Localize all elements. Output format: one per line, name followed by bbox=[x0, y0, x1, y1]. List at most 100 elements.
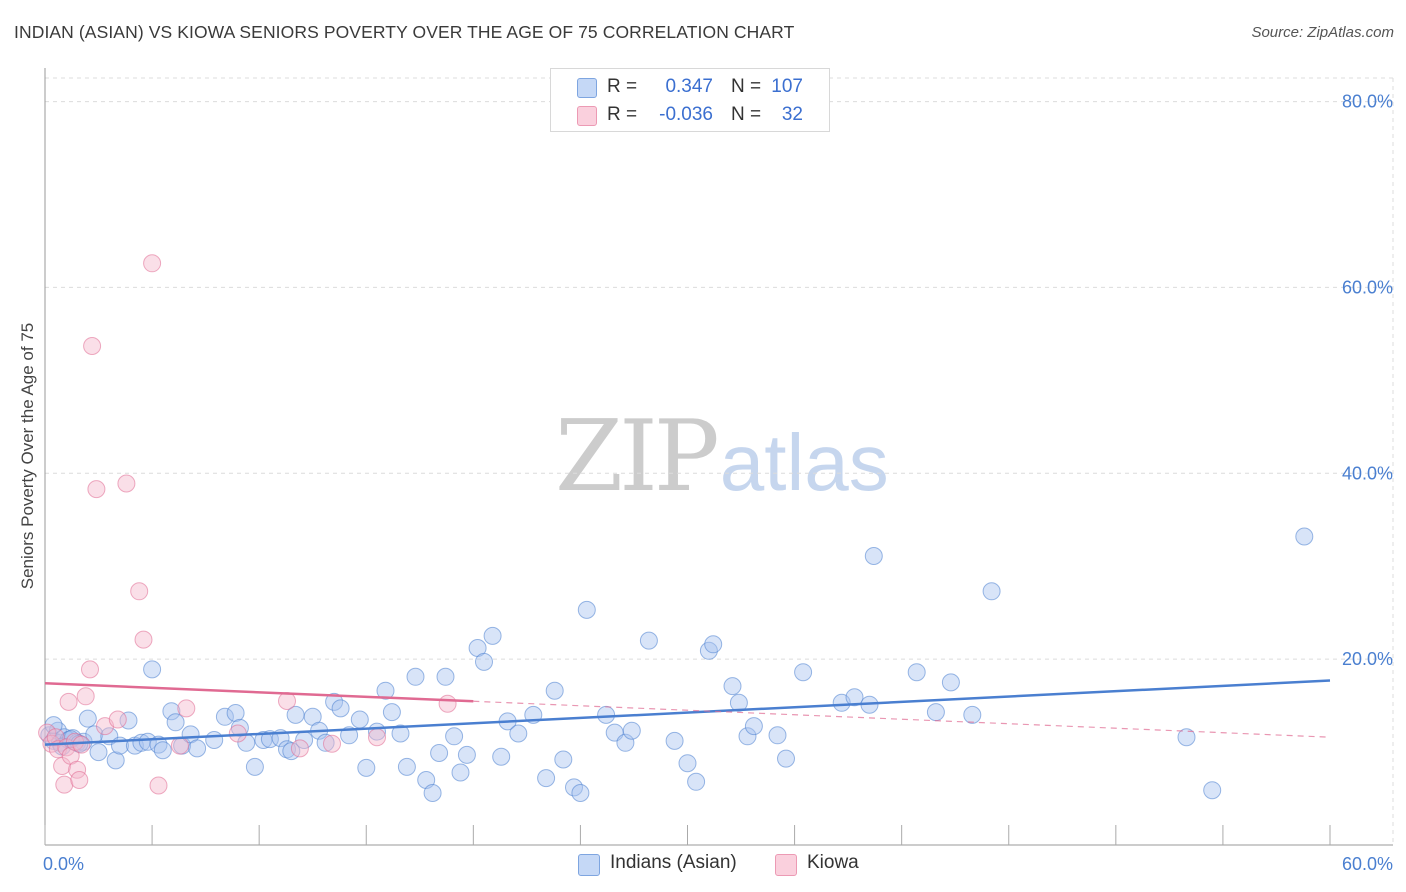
series-legend: Indians (Asian) Kiowa bbox=[0, 852, 1406, 878]
point-indians bbox=[845, 688, 864, 707]
point-indians bbox=[417, 771, 436, 789]
point-indians bbox=[907, 663, 926, 682]
point-kiowa bbox=[83, 337, 102, 355]
point-indians bbox=[205, 731, 224, 749]
point-indians bbox=[166, 713, 185, 732]
y-tick-label: 20.0% bbox=[1342, 649, 1393, 669]
point-indians bbox=[678, 754, 697, 773]
point-kiowa bbox=[108, 710, 127, 729]
trend-line-indians bbox=[44, 679, 1331, 746]
point-indians bbox=[768, 726, 787, 745]
y-tick-label: 80.0% bbox=[1342, 92, 1393, 112]
point-indians bbox=[777, 749, 795, 768]
tick-labels: 20.0% 40.0% 60.0% 80.0% 0.0% 60.0% bbox=[43, 92, 1393, 874]
trend-line-kiowa bbox=[44, 682, 474, 703]
watermark-zip: ZIP bbox=[555, 400, 720, 514]
point-indians bbox=[1177, 728, 1196, 747]
point-indians bbox=[545, 681, 564, 700]
point-indians bbox=[382, 703, 401, 722]
legend-r-value: 0.347 bbox=[665, 76, 713, 97]
point-kiowa bbox=[55, 775, 74, 794]
point-indians bbox=[316, 733, 335, 752]
point-indians bbox=[215, 707, 234, 726]
point-indians bbox=[597, 705, 616, 724]
point-indians bbox=[622, 721, 641, 740]
legend-label-indians: Indians (Asian) bbox=[610, 852, 737, 873]
point-indians bbox=[687, 772, 706, 791]
legend-label-kiowa: Kiowa bbox=[807, 852, 859, 873]
legend-n-value: 107 bbox=[771, 76, 803, 97]
point-indians bbox=[941, 673, 960, 692]
legend-swatch-kiowa bbox=[577, 106, 597, 126]
point-kiowa bbox=[72, 735, 91, 754]
point-kiowa bbox=[149, 776, 168, 795]
point-kiowa bbox=[38, 723, 57, 742]
x-tick-label: 0.0% bbox=[43, 854, 84, 874]
data-points bbox=[38, 254, 1314, 802]
point-indians bbox=[340, 726, 359, 745]
point-indians bbox=[723, 677, 742, 696]
point-indians bbox=[537, 769, 556, 788]
point-indians bbox=[492, 747, 511, 766]
point-indians bbox=[926, 703, 945, 722]
point-indians bbox=[577, 600, 596, 619]
point-kiowa bbox=[368, 728, 386, 747]
legend-r-label: R = bbox=[607, 104, 638, 125]
point-kiowa bbox=[134, 630, 153, 649]
legend-n-label: N = bbox=[731, 76, 762, 97]
point-indians bbox=[744, 717, 763, 736]
y-tick-label: 40.0% bbox=[1342, 463, 1393, 483]
point-kiowa bbox=[177, 699, 196, 718]
y-tick-label: 60.0% bbox=[1342, 277, 1393, 297]
point-indians bbox=[78, 709, 97, 728]
point-indians bbox=[138, 732, 157, 751]
point-kiowa bbox=[117, 474, 136, 493]
point-kiowa bbox=[76, 687, 95, 706]
legend-swatch-indians bbox=[577, 78, 597, 98]
point-indians bbox=[445, 727, 464, 746]
correlation-legend: R = 0.347 N = 107 R = -0.036 N = 32 bbox=[550, 68, 830, 132]
zipatlas-watermark: ZIPatlas bbox=[555, 400, 889, 514]
point-indians bbox=[406, 667, 425, 686]
point-kiowa bbox=[143, 254, 162, 273]
point-indians bbox=[864, 547, 883, 565]
point-indians bbox=[376, 681, 395, 700]
point-indians bbox=[963, 705, 982, 724]
legend-swatch-indians bbox=[578, 854, 600, 876]
point-kiowa bbox=[323, 734, 341, 753]
point-indians bbox=[89, 743, 108, 762]
point-indians bbox=[1295, 527, 1314, 546]
point-indians bbox=[571, 784, 590, 802]
point-indians bbox=[226, 704, 245, 722]
legend-n-label: N = bbox=[731, 104, 762, 125]
point-indians bbox=[639, 631, 658, 650]
point-indians bbox=[475, 652, 493, 671]
point-kiowa bbox=[87, 480, 106, 499]
point-indians bbox=[982, 582, 1001, 601]
point-kiowa bbox=[290, 739, 309, 758]
point-indians bbox=[423, 784, 442, 802]
point-indians bbox=[729, 693, 748, 712]
x-tick-label: 60.0% bbox=[1342, 854, 1393, 874]
source-credit: Source: ZipAtlas.com bbox=[1251, 24, 1394, 41]
point-kiowa bbox=[130, 582, 149, 601]
point-indians bbox=[509, 724, 528, 743]
point-kiowa bbox=[59, 692, 78, 711]
point-kiowa bbox=[70, 771, 89, 789]
trend-lines bbox=[44, 679, 1331, 746]
point-indians bbox=[350, 710, 369, 729]
legend-swatch-kiowa bbox=[775, 854, 797, 876]
chart-title: INDIAN (ASIAN) VS KIOWA SENIORS POVERTY … bbox=[14, 22, 795, 42]
point-kiowa bbox=[278, 692, 296, 710]
point-indians bbox=[325, 692, 344, 711]
point-indians bbox=[143, 660, 162, 679]
point-indians bbox=[483, 626, 502, 645]
point-indians bbox=[331, 699, 350, 718]
point-kiowa bbox=[81, 660, 99, 679]
point-indians bbox=[1203, 781, 1222, 800]
point-indians bbox=[245, 757, 264, 776]
point-indians bbox=[457, 745, 476, 764]
point-indians bbox=[436, 667, 455, 686]
point-indians bbox=[554, 750, 573, 769]
